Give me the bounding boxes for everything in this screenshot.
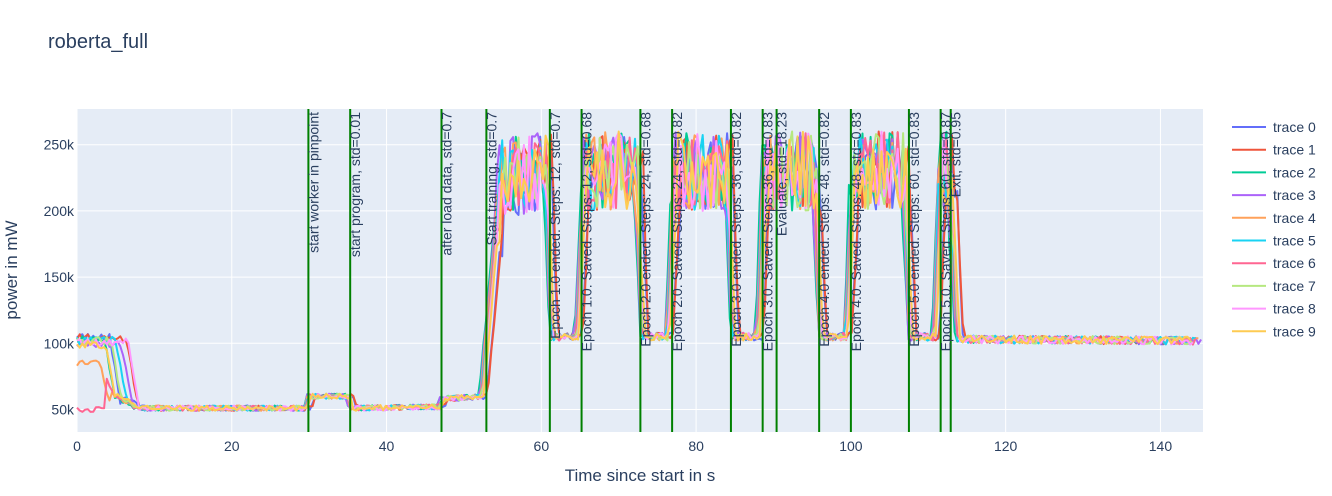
y-axis-ticks: 50k 100k 150k 200k 250k (44, 137, 75, 418)
chart-title: roberta_full (48, 31, 148, 53)
marker-label: Epoch 3.0. Saved. Steps: 36, std=0.83 (760, 112, 776, 352)
x-tick-label: 0 (73, 438, 81, 454)
legend-item: trace 8 (1273, 301, 1316, 317)
marker-label: Epoch 5.0. Saved. Steps: 60, std=0.87 (938, 112, 954, 352)
marker-label: Epoch 1.0 ended. Steps: 12, std=0.7 (547, 112, 563, 339)
marker-label: Epoch 5.0 ended. Steps: 60, std=0.83 (906, 112, 922, 347)
legend-item: trace 0 (1273, 119, 1316, 135)
marker-annotations: start worker in pinpoint start program, s… (305, 112, 963, 352)
x-tick-label: 20 (224, 438, 240, 454)
legend-item: trace 3 (1273, 187, 1316, 203)
marker-label: after load data, std=0.7 (438, 112, 454, 256)
legend-item: trace 5 (1273, 233, 1316, 249)
legend-item: trace 9 (1273, 323, 1316, 339)
x-axis-title: Time since start in s (565, 466, 716, 485)
legend-item: trace 6 (1273, 255, 1316, 271)
marker-label: Epoch 2.0. Saved. Steps: 24, std=0.82 (669, 112, 685, 352)
vertical-markers (307, 109, 952, 432)
x-tick-label: 100 (839, 438, 863, 454)
legend: trace 0 trace 1 trace 2 trace 3 trace 4 trace… (1232, 119, 1316, 339)
x-tick-label: 80 (688, 438, 704, 454)
y-axis-title: power in mW (2, 220, 21, 319)
marker-label: Epoch 1.0. Saved. Steps: 12, std=0.68 (579, 112, 595, 352)
y-tick-label: 250k (44, 137, 75, 153)
y-tick-label: 150k (44, 269, 75, 285)
trace-lines (76, 130, 1202, 413)
x-tick-label: 60 (534, 438, 550, 454)
marker-label: Exit, std=0.95 (948, 112, 964, 197)
y-tick-label: 200k (44, 203, 75, 219)
x-tick-label: 140 (1149, 438, 1173, 454)
x-tick-label: 120 (994, 438, 1018, 454)
marker-label: start worker in pinpoint (305, 112, 321, 253)
trace-line (76, 130, 1191, 412)
legend-item: trace 1 (1273, 142, 1316, 158)
legend-item: trace 4 (1273, 210, 1316, 226)
marker-label: Epoch 4.0. Saved. Steps: 48, std=0.83 (848, 112, 864, 352)
x-axis-ticks: 0 20 40 60 80 100 120 140 (73, 438, 1172, 454)
x-tick-label: 40 (379, 438, 395, 454)
marker-label: Epoch 3.0 ended. Steps: 36, std=0.82 (728, 112, 744, 347)
legend-item: trace 7 (1273, 278, 1316, 294)
marker-label: Epoch 2.0 ended. Steps: 24, std=0.68 (637, 112, 653, 347)
y-tick-label: 50k (51, 401, 75, 417)
legend-item: trace 2 (1273, 164, 1316, 180)
marker-label: Start training, std=0.7 (483, 112, 499, 246)
marker-label: Epoch 4.0 ended. Steps: 48, std=0.82 (816, 112, 832, 347)
y-tick-label: 100k (44, 335, 75, 351)
marker-label: start program, std=0.01 (347, 112, 363, 257)
marker-label: Evaluate, std=18.23 (774, 112, 790, 236)
